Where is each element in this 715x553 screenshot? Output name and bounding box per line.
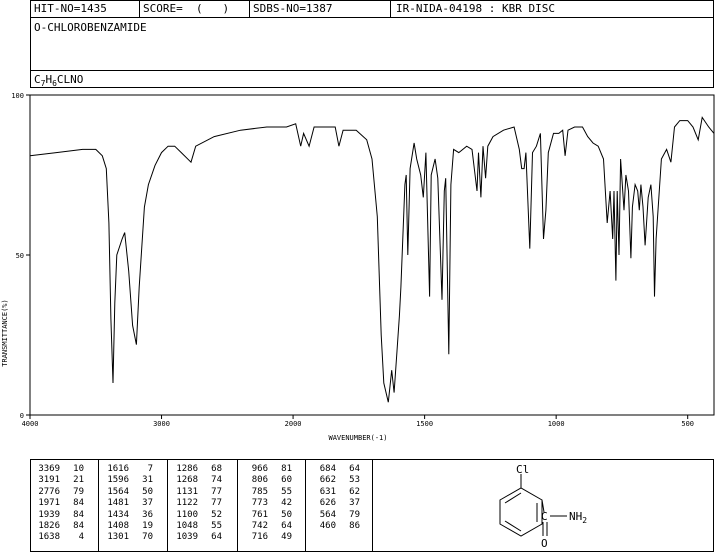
formula-box [30, 70, 714, 88]
peak-wavenumber-column: 3369 3191 2776 1971 1939 1826 1638 [38, 464, 60, 543]
formula-h: H [45, 73, 53, 86]
ring-carbonyl-bond [541, 499, 545, 513]
formula-rest: CLNO [56, 73, 84, 86]
formula-h-count: 6 [52, 79, 57, 89]
y-tick-label: 50 [16, 252, 24, 260]
header-divider [139, 0, 140, 18]
peak-wavenumber-column: 1616 1596 1564 1481 1434 1408 1301 [107, 464, 129, 543]
molecular-formula: C7H6CLNO [34, 73, 83, 90]
peak-wavenumber-column: 1286 1268 1131 1122 1100 1048 1039 [176, 464, 198, 543]
y-axis: 0 50 100 [11, 92, 30, 420]
x-tick-label: 500 [681, 420, 694, 428]
benzene-ring [499, 487, 543, 537]
score: SCORE= ( ) [143, 2, 230, 15]
structure-box [372, 459, 714, 552]
header-divider [249, 0, 250, 18]
y-tick-label: 0 [20, 412, 24, 420]
ir-info: IR-NIDA-04198 : KBR DISC [396, 2, 555, 15]
y-tick-label: 100 [11, 92, 24, 100]
x-axis-title: WAVENUMBER(-1) [328, 434, 387, 442]
x-tick-label: 2000 [285, 420, 302, 428]
peak-table-divider [305, 459, 306, 552]
formula-c-count: 7 [40, 79, 46, 89]
peak-wavenumber-column: 966 806 785 773 761 742 716 [251, 464, 268, 543]
peak-transmittance-column: 68 74 77 77 52 55 64 [211, 464, 222, 543]
chlorine-label: Cl [516, 463, 529, 476]
header-bar [30, 0, 714, 18]
amine-nh: NH [569, 510, 582, 523]
peak-transmittance-column: 7 31 50 37 36 19 70 [142, 464, 153, 543]
formula-c: C [34, 73, 41, 86]
plot-frame [29, 94, 715, 416]
x-tick-label: 1500 [416, 420, 433, 428]
peak-table-divider [167, 459, 168, 552]
chemical-structure: Cl C NH2 O [499, 463, 587, 550]
peak-transmittance-column: 10 21 79 84 84 84 4 [73, 464, 84, 543]
oxygen-label: O [541, 537, 548, 550]
carbonyl-carbon-label: C [541, 510, 548, 523]
peak-table-divider [237, 459, 238, 552]
hit-number: HIT-NO=1435 [34, 2, 107, 15]
compound-name: O-CHLOROBENZAMIDE [34, 21, 147, 34]
x-tick-label: 4000 [22, 420, 39, 428]
peak-wavenumber-column: 684 662 631 626 564 460 [319, 464, 336, 532]
amine-label: NH2 [569, 510, 587, 525]
amine-subscript: 2 [582, 516, 587, 525]
x-axis: 4000 3000 2000 1500 1000 500 [22, 415, 694, 428]
spectrum-series-line [29, 116, 715, 403]
peak-transmittance-column: 64 53 62 37 79 86 [349, 464, 360, 532]
y-axis-title: TRANSMITTANCE(%) [1, 299, 9, 366]
x-tick-label: 1000 [548, 420, 565, 428]
peak-table-divider [98, 459, 99, 552]
sdbs-number: SDBS-NO=1387 [253, 2, 333, 15]
header-divider [390, 0, 391, 18]
x-tick-label: 3000 [153, 420, 170, 428]
peak-transmittance-column: 81 60 55 42 50 64 49 [281, 464, 292, 543]
ir-spectrum-chart: 0 50 100 4000 3000 2000 1500 1000 500 TRANSMITT… [1, 92, 715, 442]
